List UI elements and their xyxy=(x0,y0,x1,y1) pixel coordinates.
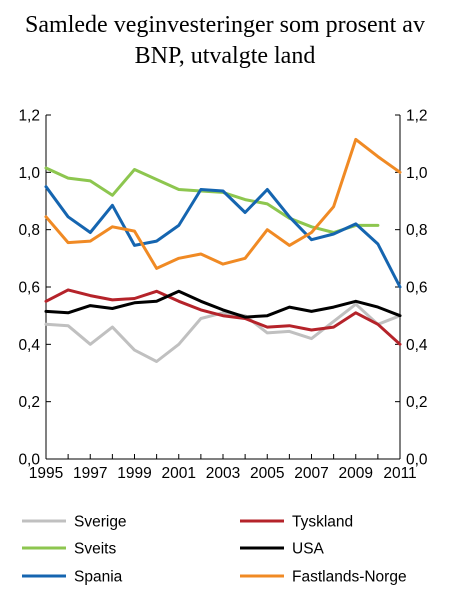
y-tick-label-left: 0,6 xyxy=(18,280,40,297)
chart-series-lines xyxy=(44,137,402,363)
chart-legend: Sverige Tyskland Sveits USA Spania Fastlands-… xyxy=(22,514,407,586)
y-tick-label-right: 0,0 xyxy=(406,452,428,469)
chart-title: Samlede veginvesteringer som prosent av … xyxy=(0,10,450,72)
y-tick-label-left: 1,2 xyxy=(18,108,40,125)
chart-title-line-2: BNP, utvalgte land xyxy=(134,43,316,69)
x-tick-label: 2001 xyxy=(162,465,196,482)
y-tick-label-right: 0,2 xyxy=(406,394,428,411)
y-tick-label-left: 0,4 xyxy=(18,337,40,354)
y-tick-label-left: 0,0 xyxy=(18,452,40,469)
legend-label-usa: USA xyxy=(292,541,325,558)
x-tick-label: 2007 xyxy=(294,465,328,482)
series-line-sverige xyxy=(44,302,402,363)
x-tick-label: 1999 xyxy=(117,465,151,482)
legend-label-spania: Spania xyxy=(74,569,123,586)
x-tick-label: 2003 xyxy=(206,465,240,482)
series-line-fastlands-norge xyxy=(44,137,402,270)
series-line-usa xyxy=(44,289,402,319)
x-tick-label: 1995 xyxy=(29,465,63,482)
y-tick-label-right: 1,0 xyxy=(406,165,428,182)
legend-label-sveits: Sveits xyxy=(74,541,116,558)
y-tick-label-right: 1,2 xyxy=(406,108,428,125)
x-tick-label: 2011 xyxy=(383,465,416,482)
y-tick-label-right: 0,8 xyxy=(406,222,428,239)
y-tick-label-left: 0,8 xyxy=(18,222,40,239)
series-line-spania xyxy=(44,185,402,289)
y-tick-label-left: 0,2 xyxy=(18,394,40,411)
x-tick-label: 2005 xyxy=(250,465,284,482)
legend-label-fastlands-norge: Fastlands-Norge xyxy=(292,569,407,586)
y-tick-label-right: 0,4 xyxy=(406,337,428,354)
series-line-tyskland xyxy=(44,288,402,346)
chart-title-line-1: Samlede veginvesteringer som prosent av xyxy=(25,12,425,38)
x-tick-label: 2009 xyxy=(339,465,373,482)
legend-label-sverige: Sverige xyxy=(74,514,127,531)
chart-axes: 0,0 0,0 0,2 0,2 0,4 0,4 0,6 0,6 0,8 0,8 1,0 1,0 1,2 1… xyxy=(18,108,427,483)
series-line-sveits xyxy=(44,166,380,234)
y-tick-label-right: 0,6 xyxy=(406,280,428,297)
legend-label-tyskland: Tyskland xyxy=(292,514,353,531)
x-tick-label: 1997 xyxy=(73,465,107,482)
y-tick-label-left: 1,0 xyxy=(18,165,40,182)
